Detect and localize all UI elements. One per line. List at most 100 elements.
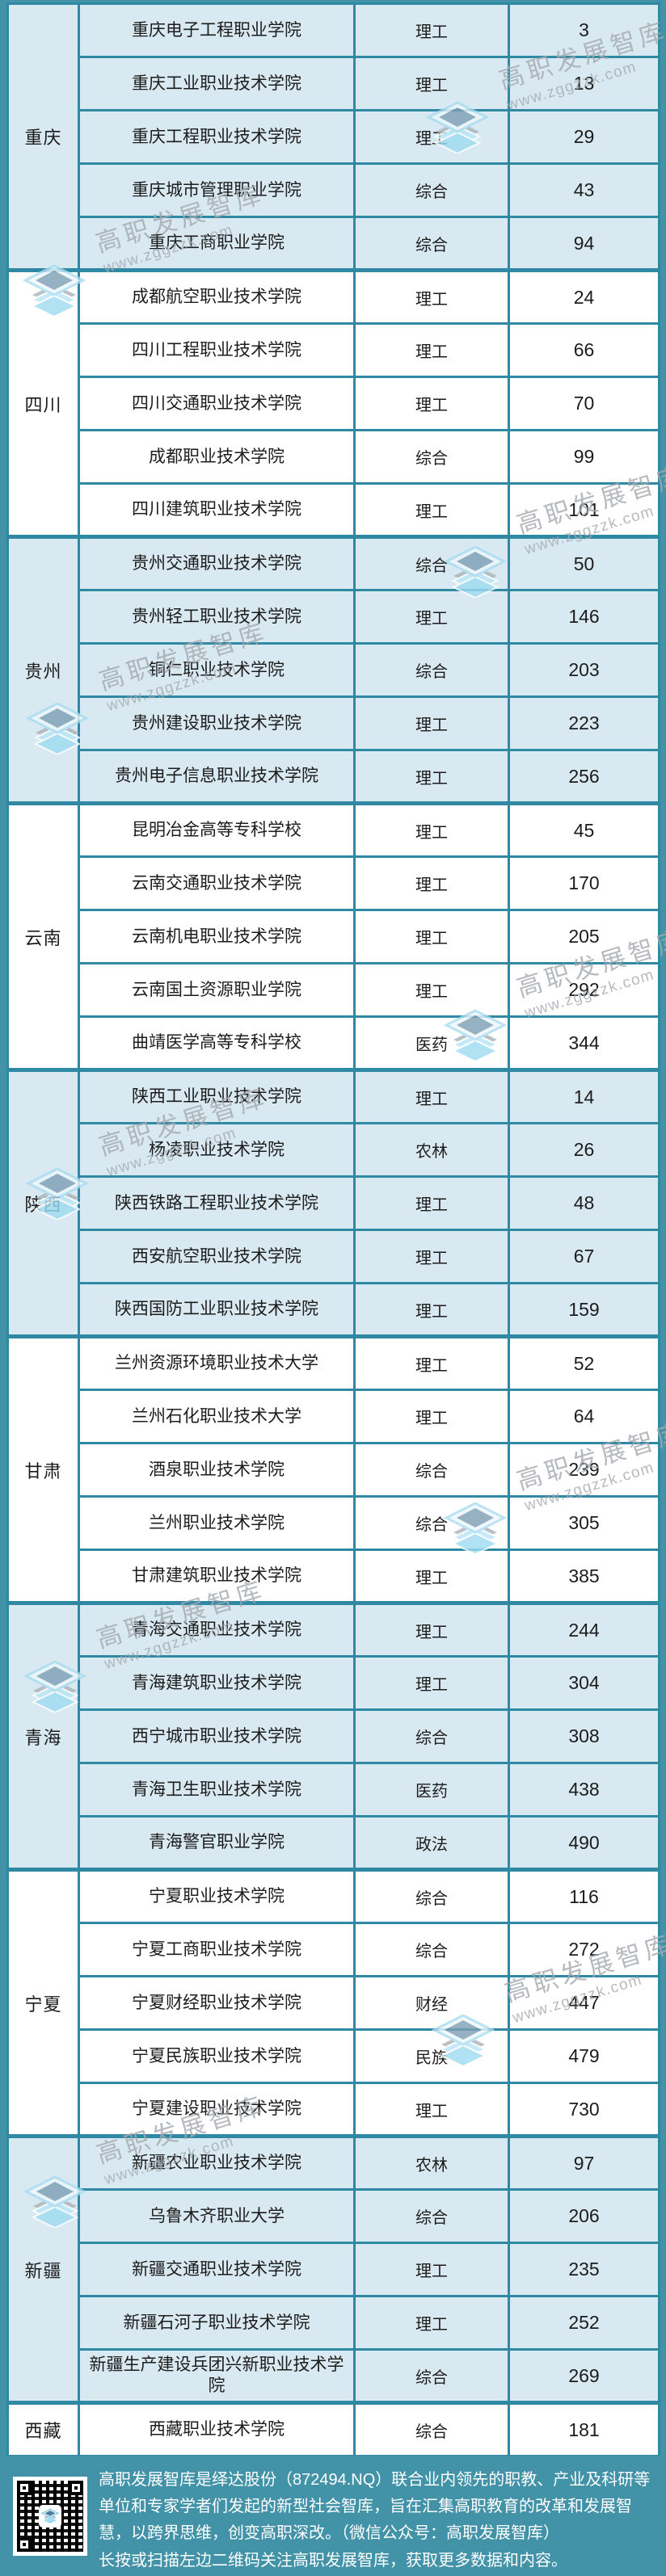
rank-cell: 146 — [508, 589, 660, 645]
school-cell: 西宁城市职业技术学院 — [78, 1708, 356, 1764]
category-cell: 财经 — [353, 1975, 510, 2031]
province-cell: 贵州 — [6, 535, 80, 805]
rank-cell: 159 — [508, 1282, 660, 1338]
table-row: 贵州轻工职业技术学院 理工 146 — [8, 589, 660, 645]
school-cell: 重庆工商职业学院 — [78, 216, 356, 271]
category-cell: 理工 — [353, 589, 510, 645]
category-cell: 理工 — [353, 2082, 510, 2137]
table-row: 新疆交通职业技术学院 理工 235 — [8, 2242, 660, 2297]
school-cell: 杨凌职业技术学院 — [78, 1122, 356, 1178]
category-cell: 理工 — [353, 1549, 510, 1604]
table-row: 青海警官职业学院 政法 490 — [8, 1815, 660, 1871]
table-row: 甘肃 兰州资源环境职业技术大学 理工 52 — [6, 1334, 660, 1604]
qr-finder-icon — [69, 2481, 83, 2495]
school-cell: 青海警官职业学院 — [78, 1815, 356, 1871]
rank-cell: 97 — [508, 2134, 660, 2191]
category-cell: 综合 — [353, 2348, 510, 2404]
province-cell: 甘肃 — [6, 1334, 80, 1604]
category-cell: 综合 — [353, 216, 510, 271]
qr-pattern — [17, 2481, 83, 2552]
category-cell: 理工 — [353, 376, 510, 431]
school-cell: 宁夏民族职业技术学院 — [78, 2028, 356, 2084]
category-cell: 理工 — [353, 1655, 510, 1711]
table-row: 四川建筑职业技术学院 理工 101 — [8, 482, 660, 538]
category-cell: 综合 — [353, 162, 510, 218]
school-cell: 乌鲁木齐职业大学 — [78, 2188, 356, 2244]
rank-cell: 116 — [508, 1868, 660, 1924]
table-row: 宁夏财经职业技术学院 财经 447 — [8, 1975, 660, 2031]
qr-finder-icon — [17, 2481, 32, 2495]
rank-cell: 67 — [508, 1229, 660, 1284]
category-cell: 理工 — [353, 855, 510, 911]
table-row: 成都职业技术学院 综合 99 — [8, 429, 660, 485]
category-cell: 民族 — [353, 2028, 510, 2084]
rank-cell: 344 — [508, 1015, 660, 1071]
table-row: 甘肃建筑职业技术学院 理工 385 — [8, 1549, 660, 1604]
category-cell: 理工 — [353, 268, 510, 325]
qr-code — [13, 2477, 87, 2556]
category-cell: 综合 — [353, 1868, 510, 1924]
province-cell: 云南 — [6, 801, 80, 1071]
school-cell: 西藏职业技术学院 — [78, 2401, 356, 2457]
category-cell: 医药 — [353, 1762, 510, 1817]
category-cell: 政法 — [353, 1815, 510, 1871]
rank-cell: 3 — [508, 2, 660, 58]
rank-cell: 252 — [508, 2295, 660, 2351]
rank-cell: 170 — [508, 855, 660, 911]
category-cell: 综合 — [353, 2401, 510, 2457]
school-cell: 青海交通职业技术学院 — [78, 1601, 356, 1658]
rank-cell: 490 — [508, 1815, 660, 1871]
table-row: 陕西铁路工程职业技术学院 理工 48 — [8, 1175, 660, 1231]
rank-cell: 52 — [508, 1334, 660, 1391]
table-row: 青海 青海交通职业技术学院 理工 244 — [6, 1601, 660, 1871]
school-cell: 云南机电职业技术学院 — [78, 909, 356, 964]
category-cell: 综合 — [353, 1442, 510, 1498]
table-row: 兰州石化职业技术大学 理工 64 — [8, 1389, 660, 1444]
school-cell: 铜仁职业技术学院 — [78, 642, 356, 698]
school-cell: 贵州交通职业技术学院 — [78, 535, 356, 591]
category-cell: 综合 — [353, 1922, 510, 1977]
rank-cell: 24 — [508, 268, 660, 325]
rank-cell: 304 — [508, 1655, 660, 1711]
rank-cell: 181 — [508, 2401, 660, 2457]
rank-cell: 101 — [508, 482, 660, 538]
school-cell: 四川建筑职业技术学院 — [78, 482, 356, 538]
table-row: 青海卫生职业技术学院 医药 438 — [8, 1762, 660, 1817]
province-cell: 西藏 — [6, 2401, 80, 2457]
school-cell: 昆明冶金高等专科学校 — [78, 801, 356, 858]
rank-cell: 45 — [508, 801, 660, 858]
school-cell: 四川工程职业技术学院 — [78, 322, 356, 378]
rank-cell: 206 — [508, 2188, 660, 2244]
footer-cta-text: 长按或扫描左边二维码关注高职发展智库，获取更多数据和内容。 — [99, 2552, 567, 2570]
school-cell: 重庆工程职业技术学院 — [78, 109, 356, 165]
table-row: 重庆 重庆电子工程职业学院 理工 3 — [6, 2, 660, 271]
category-cell: 医药 — [353, 1015, 510, 1071]
category-cell: 综合 — [353, 2188, 510, 2244]
rank-cell: 66 — [508, 322, 660, 378]
school-cell: 陕西工业职业技术学院 — [78, 1068, 356, 1124]
category-cell: 理工 — [353, 962, 510, 1018]
school-cell: 新疆石河子职业技术学院 — [78, 2295, 356, 2351]
rank-cell: 70 — [508, 376, 660, 431]
category-cell: 农林 — [353, 1122, 510, 1178]
category-cell: 理工 — [353, 749, 510, 805]
table-row: 新疆 新疆农业职业技术学院 农林 97 — [6, 2134, 660, 2404]
table-row: 新疆生产建设兵团兴新职业技术学院 综合 269 — [8, 2348, 660, 2404]
category-cell: 理工 — [353, 2242, 510, 2297]
school-cell: 新疆生产建设兵团兴新职业技术学院 — [78, 2348, 356, 2404]
category-cell: 理工 — [353, 1601, 510, 1658]
category-cell: 理工 — [353, 909, 510, 964]
category-cell: 理工 — [353, 2, 510, 58]
footer-about-text: 高职发展智库是绎达股份（872494.NQ）联合业内领先的职教、产业及科研等单位… — [99, 2471, 651, 2542]
rank-cell: 50 — [508, 535, 660, 591]
school-cell: 云南国土资源职业学院 — [78, 962, 356, 1018]
table-row: 云南 昆明冶金高等专科学校 理工 45 — [6, 801, 660, 1071]
table-row: 四川 成都航空职业技术学院 理工 24 — [6, 268, 660, 538]
rank-cell: 479 — [508, 2028, 660, 2084]
rank-cell: 244 — [508, 1601, 660, 1658]
category-cell: 理工 — [353, 322, 510, 378]
school-cell: 陕西铁路工程职业技术学院 — [78, 1175, 356, 1231]
rank-cell: 256 — [508, 749, 660, 805]
rank-cell: 13 — [508, 56, 660, 111]
